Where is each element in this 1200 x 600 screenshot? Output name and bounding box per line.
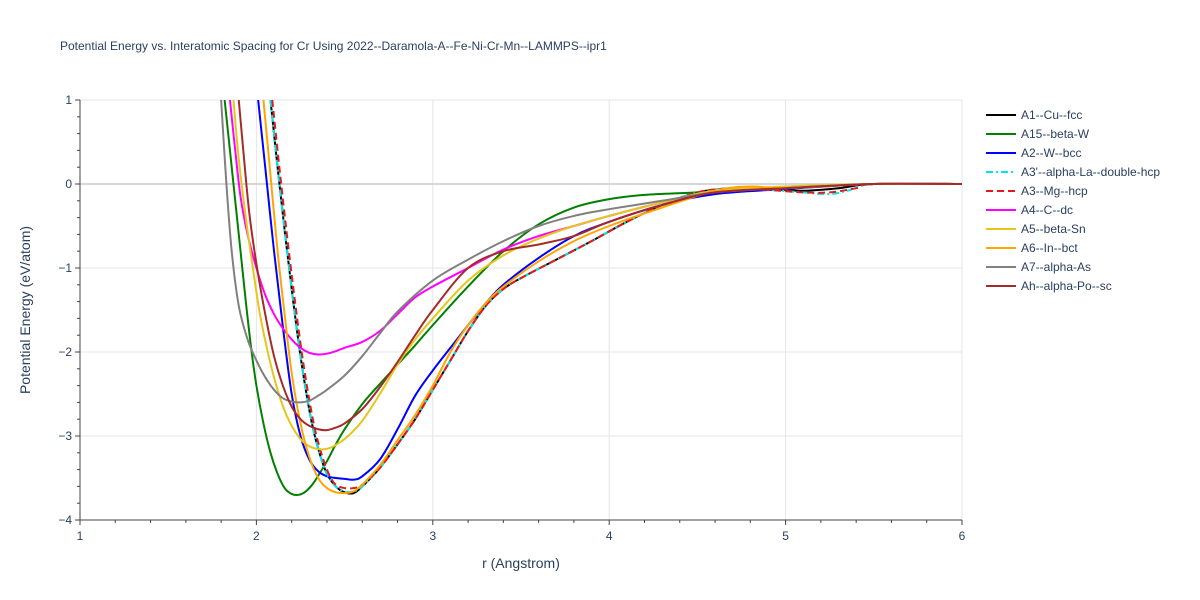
x-tick-label: 2 [253, 529, 260, 543]
legend-item[interactable]: A5--beta-Sn [986, 222, 1086, 236]
y-tick-label: 1 [65, 93, 72, 107]
series-line-4 [271, 100, 962, 490]
legend-label: A5--beta-Sn [1021, 222, 1086, 236]
x-axis-title: r (Angstrom) [482, 555, 560, 571]
legend-item[interactable]: Ah--alpha-Po--sc [986, 279, 1112, 293]
y-tick-label: −3 [58, 429, 72, 443]
legend-item[interactable]: A4--C--dc [986, 203, 1073, 217]
series-line-7 [262, 100, 962, 495]
x-tick-label: 3 [429, 529, 436, 543]
axes [75, 99, 963, 525]
legend-item[interactable]: A6--In--bct [986, 241, 1078, 255]
x-tick-label: 1 [77, 529, 84, 543]
legend-label: A1--Cu--fcc [1021, 108, 1082, 122]
legend-label: A3'--alpha-La--double-hcp [1021, 165, 1160, 179]
series-line-9 [237, 100, 962, 432]
x-tick-label: 6 [959, 529, 966, 543]
legend[interactable]: A1--Cu--fcc A15--beta-W A2--W--bcc A3'--alp… [986, 108, 1160, 293]
series-line-3 [269, 100, 962, 494]
y-tick-label: −1 [58, 261, 72, 275]
legend-item[interactable]: A2--W--bcc [986, 146, 1081, 160]
y-axis-title: Potential Energy (eV/atom) [17, 226, 33, 394]
legend-label: A3--Mg--hcp [1021, 184, 1088, 198]
plot-area [220, 100, 962, 497]
legend-item[interactable]: A3--Mg--hcp [986, 184, 1088, 198]
y-tick-label: −4 [58, 513, 72, 527]
legend-item[interactable]: A7--alpha-As [986, 260, 1091, 274]
series-line-8 [220, 100, 962, 404]
x-tick-label: 5 [782, 529, 789, 543]
legend-label: A6--In--bct [1021, 241, 1078, 255]
legend-label: A2--W--bcc [1021, 146, 1081, 160]
legend-item[interactable]: A3'--alpha-La--double-hcp [986, 165, 1160, 179]
legend-label: A7--alpha-As [1021, 260, 1091, 274]
chart-title: Potential Energy vs. Interatomic Spacing… [60, 39, 607, 53]
tick-labels: 1 2 3 4 5 6 1 0 −1 −2 −3 −4 [58, 93, 965, 543]
legend-item[interactable]: A1--Cu--fcc [986, 108, 1082, 122]
y-tick-label: −2 [58, 345, 72, 359]
legend-label: A4--C--dc [1021, 203, 1073, 217]
x-tick-label: 4 [606, 529, 613, 543]
series-line-6 [232, 100, 962, 451]
legend-label: Ah--alpha-Po--sc [1021, 279, 1112, 293]
y-tick-label: 0 [65, 177, 72, 191]
legend-label: A15--beta-W [1021, 127, 1090, 141]
series-line-0 [269, 100, 962, 495]
series-line-2 [257, 100, 962, 481]
legend-item[interactable]: A15--beta-W [986, 127, 1090, 141]
grid [80, 99, 963, 521]
